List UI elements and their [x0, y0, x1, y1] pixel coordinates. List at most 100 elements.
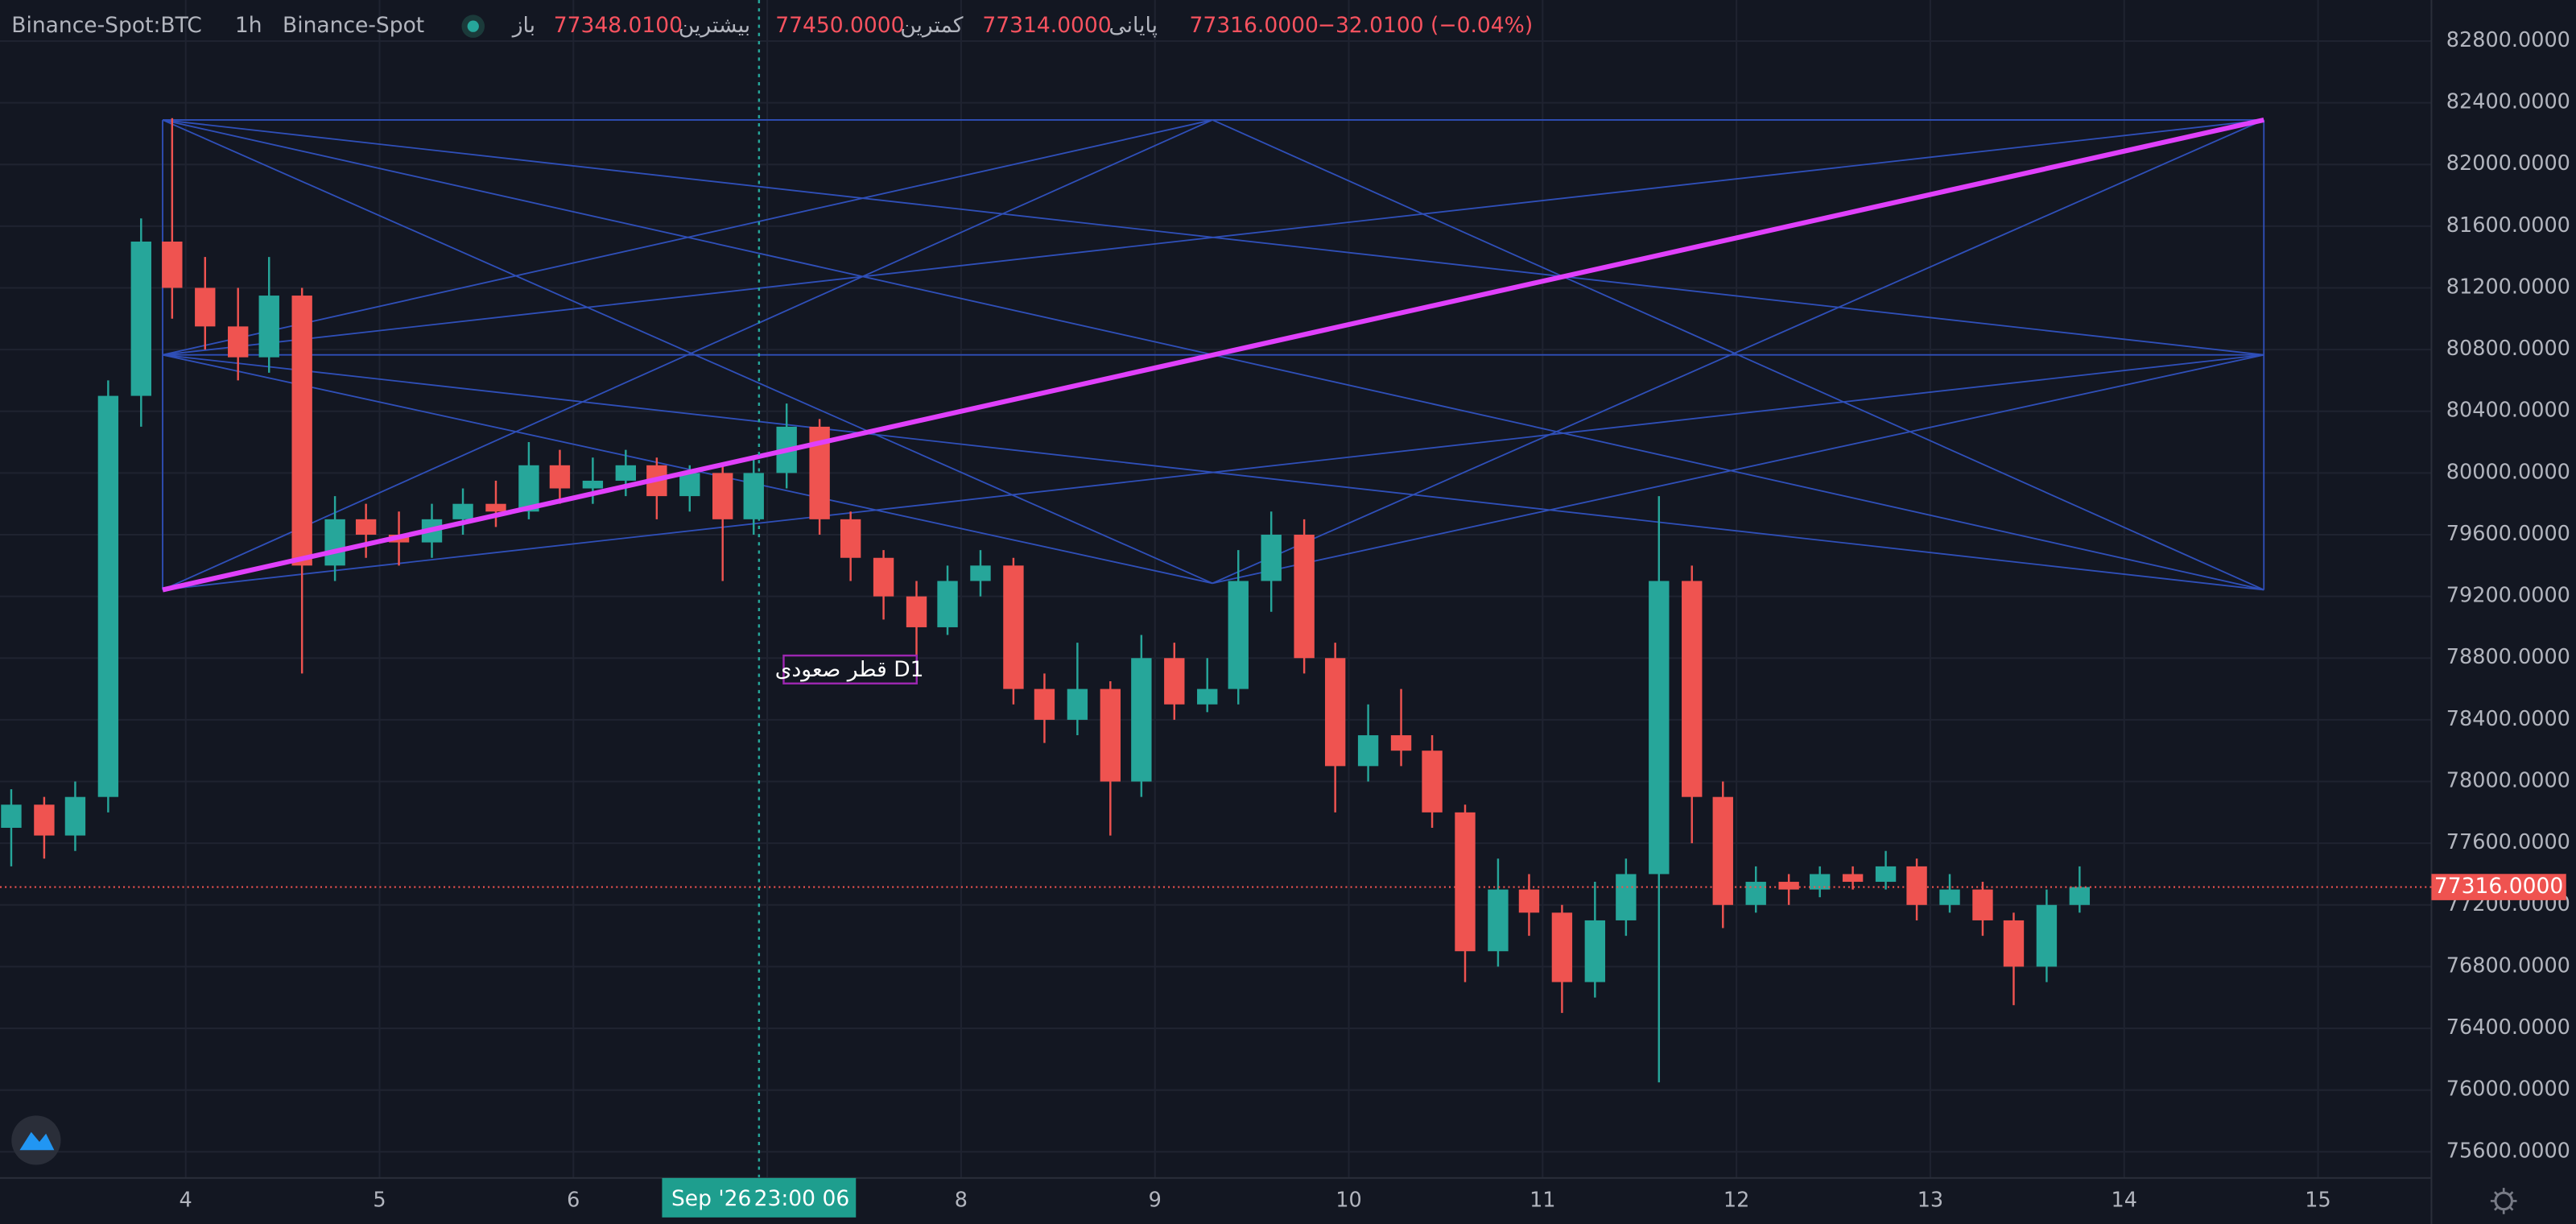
high-label: بیشترین — [679, 13, 750, 38]
candle-body — [937, 581, 958, 627]
candle-body — [1972, 889, 1993, 920]
trend-line — [162, 117, 2264, 593]
candle-body — [1939, 889, 1960, 905]
candle-body — [1778, 882, 1799, 890]
annotation-box — [782, 654, 918, 684]
candle-body — [485, 503, 506, 512]
crosshair-date: Sep '26 — [671, 1186, 751, 1211]
y-tick-label: 82400.0000 — [2446, 90, 2570, 114]
candle-body — [1100, 688, 1121, 782]
candle-body — [873, 557, 894, 597]
status-dot — [467, 20, 479, 32]
candle-body — [2003, 920, 2025, 967]
candle-body — [130, 242, 151, 396]
crosshair-time: 23:00 06 — [754, 1186, 850, 1211]
header: Binance-Spot:BTC 1h Binance-Spot باز 773… — [11, 13, 1533, 38]
candle-body — [518, 465, 539, 512]
candle-body — [615, 465, 637, 481]
settings-rays — [2490, 1188, 2517, 1214]
y-tick-label: 80400.0000 — [2446, 399, 2570, 423]
y-tick-label: 76800.0000 — [2446, 953, 2570, 978]
candle-body — [162, 242, 183, 288]
x-tick-label: 9 — [1149, 1188, 1162, 1212]
candle-body — [1422, 751, 1443, 813]
candle-body — [228, 326, 249, 358]
candle-body — [1390, 735, 1412, 751]
candle-body — [2069, 887, 2091, 905]
last-price-label: 77316.0000 — [2434, 874, 2563, 899]
y-tick-label: 78400.0000 — [2446, 707, 2570, 731]
x-tick-label: 13 — [1918, 1188, 1943, 1212]
pattern-line — [162, 354, 2264, 591]
candle-body — [355, 519, 377, 536]
x-tick-label: 11 — [1530, 1188, 1555, 1212]
pattern-line — [162, 119, 1213, 356]
x-tick-label: 10 — [1335, 1188, 1361, 1212]
candle-body — [1809, 874, 1831, 890]
y-tick-label: 77600.0000 — [2446, 830, 2570, 854]
candle-body — [1324, 658, 1346, 767]
x-tick-label: 15 — [2305, 1188, 2330, 1212]
x-tick-label: 6 — [567, 1188, 580, 1212]
y-tick-label: 76400.0000 — [2446, 1015, 2570, 1040]
candle-body — [549, 465, 571, 489]
candle-body — [34, 804, 55, 836]
x-tick-label: 14 — [2112, 1188, 2137, 1212]
candle-body — [2036, 904, 2058, 967]
candle-body — [1197, 688, 1218, 705]
candle-body — [1584, 920, 1606, 982]
pattern-line — [162, 354, 1213, 585]
candle-body — [1357, 735, 1379, 767]
last-price-box — [2431, 874, 2566, 900]
candle-body — [1003, 565, 1024, 689]
x-tick-label: 4 — [180, 1188, 192, 1212]
x-tick-label: 12 — [1724, 1188, 1749, 1212]
candle-body — [324, 519, 345, 566]
candle-body — [1616, 874, 1637, 920]
candle-body — [195, 287, 216, 327]
candle-body — [1488, 889, 1509, 952]
pattern-line — [1212, 119, 2264, 585]
logo[interactable] — [11, 1115, 61, 1165]
candle-body — [1682, 581, 1703, 797]
candle-body — [1842, 874, 1864, 883]
candle-body — [1261, 535, 1282, 581]
candle-body — [1228, 581, 1249, 689]
candle-body — [64, 796, 86, 836]
candle-body — [906, 596, 927, 627]
y-tick-label: 79200.0000 — [2446, 584, 2570, 608]
candle-body — [1294, 535, 1315, 659]
candle-body — [97, 395, 119, 797]
settings-button[interactable] — [2490, 1188, 2517, 1214]
x-tick-label: 5 — [373, 1188, 386, 1212]
y-tick-label: 78800.0000 — [2446, 645, 2570, 669]
candle-body — [291, 296, 312, 566]
change-value: −32.0100 (−0.04%) — [1318, 13, 1533, 38]
y-tick-label: 79600.0000 — [2446, 522, 2570, 546]
candle-body — [258, 296, 279, 358]
close-label: پایانی — [1109, 13, 1158, 38]
interval: 1h — [235, 13, 262, 38]
axes: 75600.0000 76000.0000 76400.0000 76800.0000… — [0, 28, 2570, 1212]
annotation: قطر صعودی D1 — [775, 657, 924, 682]
candle-body — [1455, 812, 1476, 952]
y-tick-label: 75600.0000 — [2446, 1139, 2570, 1163]
y-tick-label: 78000.0000 — [2446, 769, 2570, 793]
candle-body — [1875, 866, 1897, 883]
candle-body — [1164, 658, 1185, 705]
candle-body — [1649, 581, 1670, 875]
y-tick-label: 82000.0000 — [2446, 151, 2570, 176]
candle-body — [1712, 796, 1733, 905]
candle-body — [970, 565, 991, 581]
logo-mark — [19, 1131, 55, 1151]
y-tick-label: 76000.0000 — [2446, 1077, 2570, 1102]
crosshair-time-box — [662, 1177, 857, 1218]
close-value: 77316.0000 — [1190, 13, 1319, 38]
exchange: Binance-Spot — [283, 13, 424, 38]
candle-body — [743, 473, 764, 519]
candle-body — [1, 804, 22, 828]
y-tick-label: 80000.0000 — [2446, 460, 2570, 484]
